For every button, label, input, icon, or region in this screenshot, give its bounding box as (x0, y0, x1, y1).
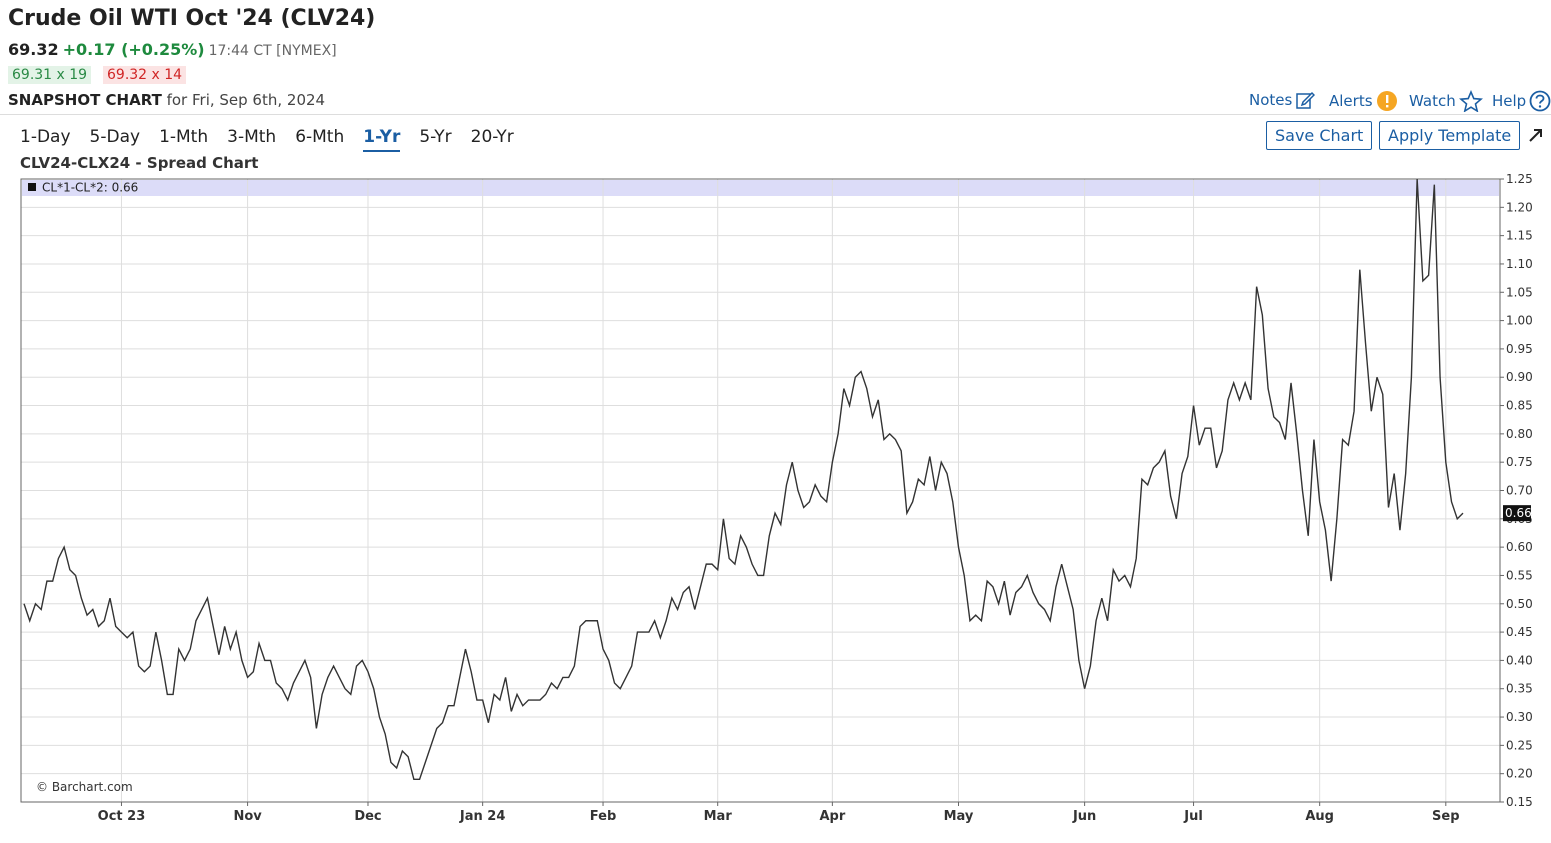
period-tab[interactable]: 3-Mth (227, 127, 277, 147)
y-tick-label: 0.75 (1506, 455, 1533, 469)
x-tick-label: Aug (1305, 809, 1334, 824)
quote: 69.32 +0.17 (+0.25%) 17:44 CT [NYMEX] (8, 40, 337, 59)
y-tick-label: 0.50 (1506, 597, 1533, 611)
y-tick-label: 0.55 (1506, 568, 1533, 582)
x-tick-label: Mar (704, 809, 733, 824)
y-tick-label: 0.40 (1506, 653, 1533, 667)
period-tab[interactable]: 1-Day (20, 127, 71, 147)
bid: 69.31 x 19 (8, 66, 92, 84)
title: Crude Oil WTI Oct '24 (CLV24) (8, 6, 376, 31)
x-tick-label: Sep (1432, 809, 1460, 824)
x-tick-label: Nov (233, 809, 262, 824)
price: 69.32 (8, 40, 59, 59)
period-tab[interactable]: 20-Yr (470, 127, 514, 147)
link-text: Alerts (1329, 92, 1373, 110)
x-tick-label: Oct 23 (98, 809, 146, 824)
snapshot: SNAPSHOT CHART for Fri, Sep 6th, 2024 (8, 91, 325, 109)
alerts-link[interactable]: Alerts (1329, 90, 1398, 112)
series-line (23, 178, 1464, 781)
y-tick-label: 0.70 (1506, 484, 1533, 498)
ask: 69.32 x 14 (103, 66, 187, 84)
star-icon (1458, 90, 1483, 112)
period-tab[interactable]: 5-Yr (419, 127, 452, 147)
link-text: Watch (1409, 92, 1456, 110)
y-tick-label: 0.95 (1506, 342, 1533, 356)
y-tick-label: 1.25 (1506, 172, 1533, 186)
y-tick-label: 1.05 (1506, 285, 1533, 299)
period-tab[interactable]: 5-Day (89, 127, 141, 147)
snapshot-date: for Fri, Sep 6th, 2024 (166, 91, 326, 109)
expand-icon[interactable] (1527, 126, 1545, 144)
period-tab[interactable]: 6-Mth (295, 127, 345, 147)
apply-template-button[interactable]: Apply Template (1379, 121, 1521, 150)
link-text: Notes (1249, 91, 1293, 109)
x-tick-label: Apr (819, 809, 845, 824)
period-tabs: 1-Day 5-Day 1-Mth 3-Mth 6-Mth 1-Yr 5-Yr 20-Yr (20, 127, 514, 152)
change: +0.17 (+0.25%) (62, 40, 205, 59)
y-tick-label: 0.25 (1506, 738, 1533, 752)
period-tab[interactable]: 1-Yr (363, 127, 401, 152)
y-tick-label: 0.60 (1506, 540, 1533, 554)
y-tick-label: 0.20 (1506, 767, 1533, 781)
x-tick-label: Dec (354, 809, 381, 824)
y-tick-label: 0.45 (1506, 625, 1533, 639)
last-price-tag (1503, 505, 1531, 522)
help-icon (1529, 90, 1551, 112)
y-tick-label: 1.15 (1506, 229, 1533, 243)
period-tab[interactable]: 1-Mth (159, 127, 209, 147)
time: 17:44 CT [NYMEX] (208, 43, 337, 59)
x-tick-label: Jul (1183, 809, 1203, 824)
chart-title: CLV24-CLX24 - Spread Chart (20, 154, 259, 172)
pencil-icon (1296, 91, 1316, 109)
y-tick-label: 1.00 (1506, 314, 1533, 328)
alert-icon (1376, 91, 1397, 111)
y-tick-label: 0.35 (1506, 682, 1533, 696)
x-tick-label: Jun (1072, 809, 1096, 824)
y-tick-label: 0.85 (1506, 399, 1533, 413)
watch-link[interactable]: Watch (1409, 90, 1483, 112)
credit: © Barchart.com (36, 780, 133, 794)
y-tick-label: 1.10 (1506, 257, 1533, 271)
y-tick-label: 0.15 (1506, 795, 1533, 809)
last-price-label: 0.66 (1505, 506, 1532, 520)
y-tick-label: 0.90 (1506, 370, 1533, 384)
help-link[interactable]: Help (1492, 90, 1551, 112)
legend-label: CL*1-CL*2: 0.66 (42, 181, 138, 195)
y-tick-label: 0.80 (1506, 427, 1533, 441)
y-tick-label: 1.20 (1506, 200, 1533, 214)
y-tick-label: 0.30 (1506, 710, 1533, 724)
snapshot-label: SNAPSHOT CHART (8, 91, 162, 109)
notes-link[interactable]: Notes (1249, 90, 1316, 110)
legend-band (22, 180, 1499, 196)
save-chart-button[interactable]: Save Chart (1266, 121, 1373, 150)
legend-swatch (28, 183, 36, 191)
link-text: Help (1492, 92, 1527, 110)
x-tick-label: Feb (590, 809, 616, 824)
divider (0, 114, 1551, 115)
x-tick-label: Jan 24 (459, 809, 505, 824)
x-tick-label: May (944, 809, 974, 824)
